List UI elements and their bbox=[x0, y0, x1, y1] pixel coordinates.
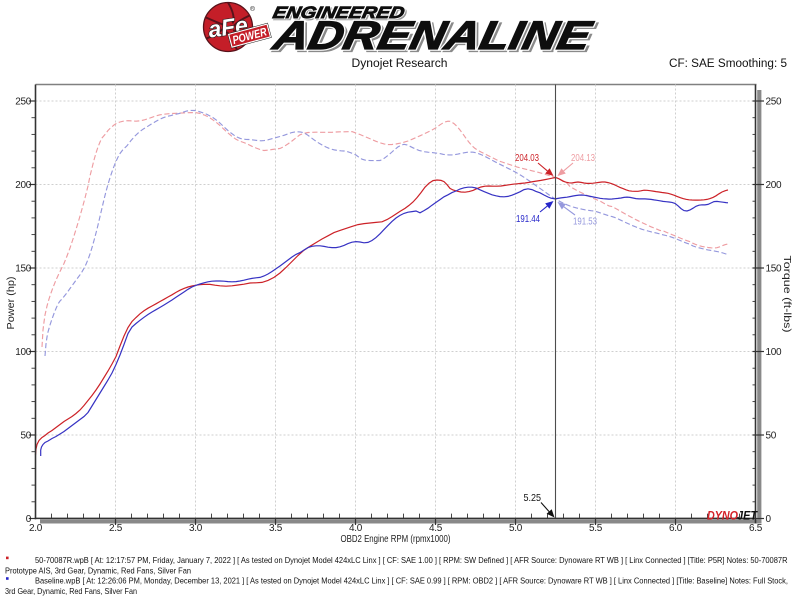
svg-text:100: 100 bbox=[15, 347, 32, 358]
svg-text:50: 50 bbox=[766, 431, 777, 442]
svg-text:2.0: 2.0 bbox=[29, 523, 43, 534]
svg-text:3rd Gear, Dynamic, Red Fans, S: 3rd Gear, Dynamic, Red Fans, Silver Fan bbox=[5, 586, 137, 596]
svg-text:ADRENALINE: ADRENALINE bbox=[269, 12, 597, 57]
svg-text:Prototype AIS, 3rd Gear, Dynam: Prototype AIS, 3rd Gear, Dynamic, Red Fa… bbox=[5, 566, 191, 576]
svg-text:150: 150 bbox=[766, 264, 783, 275]
svg-text:ADRENALINE: ADRENALINE bbox=[271, 14, 599, 59]
svg-text:3.5: 3.5 bbox=[269, 523, 283, 534]
svg-text:JET: JET bbox=[737, 509, 759, 523]
svg-text:5.0: 5.0 bbox=[509, 523, 523, 534]
svg-text:ENGINEERED: ENGINEERED bbox=[273, 5, 408, 24]
svg-text:0: 0 bbox=[26, 514, 32, 525]
svg-text:ENGINEERED: ENGINEERED bbox=[271, 3, 406, 22]
svg-text:100: 100 bbox=[766, 347, 783, 358]
svg-text:2.5: 2.5 bbox=[109, 523, 123, 534]
svg-text:3.0: 3.0 bbox=[189, 523, 203, 534]
svg-text:4.0: 4.0 bbox=[349, 523, 363, 534]
svg-text:200: 200 bbox=[766, 180, 783, 191]
svg-text:ADRENALINE: ADRENALINE bbox=[269, 12, 597, 57]
svg-text:Dynojet Research: Dynojet Research bbox=[352, 58, 448, 70]
svg-text:204.03: 204.03 bbox=[515, 152, 539, 164]
svg-text:aFe: aFe bbox=[207, 11, 250, 42]
svg-text:50: 50 bbox=[20, 431, 31, 442]
svg-text:204.13: 204.13 bbox=[571, 152, 595, 164]
svg-text:4.5: 4.5 bbox=[429, 523, 443, 534]
svg-text:ENGINEERED: ENGINEERED bbox=[271, 3, 406, 22]
svg-text:6.5: 6.5 bbox=[749, 523, 763, 534]
svg-text:0: 0 bbox=[766, 514, 772, 525]
svg-text:150: 150 bbox=[15, 264, 32, 275]
svg-text:R: R bbox=[251, 6, 254, 11]
svg-text:191.53: 191.53 bbox=[573, 216, 597, 228]
svg-text:DYNO: DYNO bbox=[707, 509, 739, 523]
svg-text:OBD2 Engine RPM (rpmx1000): OBD2 Engine RPM (rpmx1000) bbox=[341, 533, 451, 545]
svg-text:6.0: 6.0 bbox=[669, 523, 683, 534]
svg-text:Torque (ft-lbs): Torque (ft-lbs) bbox=[781, 256, 793, 333]
svg-text:5.25: 5.25 bbox=[524, 492, 542, 504]
svg-text:CF: SAE Smoothing: 5: CF: SAE Smoothing: 5 bbox=[669, 58, 787, 70]
svg-text:5.5: 5.5 bbox=[589, 523, 603, 534]
svg-text:Power (hp): Power (hp) bbox=[5, 277, 17, 330]
svg-text:200: 200 bbox=[15, 180, 32, 191]
svg-text:191.44: 191.44 bbox=[516, 213, 540, 225]
svg-text:250: 250 bbox=[766, 97, 783, 108]
svg-text:Baseline.wpB [ At: 12:26:06 PM: Baseline.wpB [ At: 12:26:06 PM, Monday, … bbox=[35, 576, 788, 586]
svg-text:250: 250 bbox=[15, 97, 32, 108]
svg-text:50-70087R.wpB [ At: 12:17:57 P: 50-70087R.wpB [ At: 12:17:57 PM, Friday,… bbox=[35, 555, 788, 565]
